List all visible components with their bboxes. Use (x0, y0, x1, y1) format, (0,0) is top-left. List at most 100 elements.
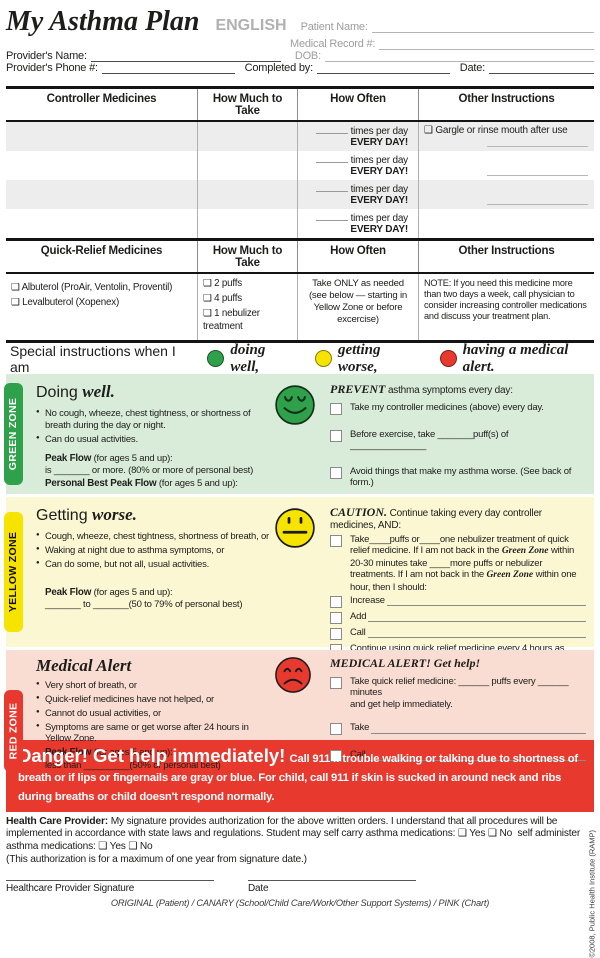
yellow-zone-tab-label: YELLOW ZONE (7, 531, 20, 613)
checkbox[interactable] (330, 595, 342, 608)
how-much-field[interactable] (198, 180, 298, 209)
health-care-provider-label: Health Care Provider: (6, 815, 109, 827)
self-carry-no-checkbox[interactable]: ❑ No (487, 828, 513, 840)
red-bullet-3: Cannot do usual activities, or (36, 708, 274, 720)
gargle-checkbox-option[interactable]: ❑ Gargle or rinse mouth after use (424, 125, 568, 136)
caution-heading: CAUTION. Continue taking every day contr… (330, 505, 586, 532)
date-field[interactable] (489, 62, 595, 74)
times-blank-field[interactable] (315, 212, 348, 221)
times-per-day-label: times per day (350, 184, 409, 195)
neutral-face-icon (275, 508, 315, 548)
checkbox-label: Increase (350, 594, 385, 606)
self-administer-no-checkbox[interactable]: ❑ No (128, 841, 153, 853)
green-zone-right-column: PREVENT asthma symptoms every day: Take … (330, 382, 588, 493)
copyright-notice: ©2008, Public Health Institute (RAMP) (588, 830, 597, 958)
other-write-line[interactable] (486, 204, 588, 205)
self-carry-yes-checkbox[interactable]: ❑ Yes (457, 828, 486, 840)
patient-name-field[interactable] (371, 21, 594, 33)
other-write-line[interactable] (486, 146, 588, 147)
take-write-line[interactable] (371, 724, 586, 734)
green-dot-icon (207, 350, 225, 368)
times-blank-field[interactable] (315, 154, 348, 163)
medicine-name-field[interactable] (6, 180, 198, 209)
medicine-name-field[interactable] (6, 209, 198, 238)
other-write-line[interactable] (486, 175, 588, 176)
special-instructions-legend: Special instructions when I am doing wel… (0, 341, 600, 375)
how-much-field[interactable] (198, 151, 298, 180)
controller-row-3: times per day EVERY DAY! (6, 180, 594, 209)
checkbox[interactable] (330, 429, 342, 442)
other-instructions-cell (419, 151, 594, 180)
two-puffs-checkbox-option[interactable]: ❑ 2 puffs (203, 278, 242, 289)
every-day-label: EVERY DAY! (350, 195, 408, 206)
times-per-day-label: times per day (350, 213, 409, 224)
times-per-day-label: times per day (350, 126, 409, 137)
red-zone-tab: RED ZONE (4, 689, 23, 772)
times-blank-field[interactable] (315, 183, 348, 192)
how-much-field[interactable] (198, 209, 298, 238)
danger-title: Danger! Get help immediately! (18, 744, 286, 766)
checkbox[interactable] (330, 402, 342, 415)
personal-best-line[interactable]: (for ages 5 and up): _______ (45, 477, 238, 502)
times-blank-field[interactable] (315, 125, 348, 134)
medicine-name-field[interactable] (6, 151, 198, 180)
authorization-note: (This authorization is for a maximum of … (6, 853, 307, 865)
completed-by-field[interactable] (316, 62, 450, 74)
how-often-cell: times per day EVERY DAY! (298, 209, 419, 238)
provider-phone-field[interactable] (101, 62, 235, 74)
checkbox[interactable] (330, 534, 342, 547)
controller-row-1: times per day EVERY DAY! ❑ Gargle or rin… (6, 122, 594, 151)
green-zone-tab: GREEN ZONE (4, 382, 23, 485)
col-other-instructions: Other Instructions (458, 245, 555, 257)
quick-relief-header: Quick-Relief Medicines How Much to Take … (6, 241, 594, 274)
provider-name-field[interactable] (90, 50, 281, 62)
green-bullet-2: Can do usual activities. (36, 434, 274, 446)
increase-checkbox-item: Increase (330, 595, 586, 608)
heading-emphasis: worse. (92, 504, 137, 524)
medical-alert-label: having a medical alert. (462, 341, 569, 375)
nebulizer-checkbox-option[interactable]: ❑ 1 nebulizer treatment (203, 308, 260, 332)
controller-medicines-checkbox-item: Take my controller medicines (above) eve… (330, 402, 586, 415)
other-instructions-cell: ❑ Gargle or rinse mouth after use (419, 122, 594, 151)
yellow-bullet-2: Waking at night due to asthma symptoms, … (36, 545, 274, 557)
yellow-zone-tab: YELLOW ZONE (4, 511, 23, 632)
how-much-field[interactable] (198, 122, 298, 151)
other-instructions-cell (419, 180, 594, 209)
personal-best-label: Personal Best Peak Flow (45, 477, 157, 489)
quick-relief-row: ❑ Albuterol (ProAir, Ventolin, Proventil… (6, 274, 594, 340)
checkbox[interactable] (330, 611, 342, 624)
peak-flow-line[interactable]: is _______ or more. (80% or more of pers… (45, 465, 254, 477)
call-write-line[interactable] (367, 628, 586, 639)
checkbox-label: Add (350, 610, 367, 622)
controller-medicines-table: Controller Medicines How Much to Take Ho… (6, 89, 594, 238)
levalbuterol-checkbox-option[interactable]: ❑ Levalbuterol (Xopenex) (11, 297, 120, 309)
provider-phone-label: Provider's Phone #: (6, 62, 98, 74)
peak-flow-line[interactable]: _______ to _______(50 to 79% of personal… (45, 599, 243, 611)
albuterol-checkbox-option[interactable]: ❑ Albuterol (ProAir, Ventolin, Proventil… (11, 282, 173, 293)
date-label: Date: (459, 62, 486, 74)
medicine-name-field[interactable] (6, 122, 198, 151)
green-zone-left-column: Doing well. No cough, wheeze, chest tigh… (36, 382, 274, 503)
signature-area: Healthcare Provider Signature Date (6, 880, 594, 894)
times-per-day-label: times per day (350, 155, 409, 166)
red-zone-heading: Medical Alert (36, 655, 132, 675)
green-zone-ref: Green Zone (486, 570, 534, 581)
col-other-instructions: Other Instructions (458, 93, 555, 105)
self-administer-yes-checkbox[interactable]: ❑ Yes (98, 841, 126, 853)
medical-record-field[interactable] (379, 38, 594, 50)
checkbox[interactable] (330, 466, 342, 479)
checkbox[interactable] (330, 627, 342, 640)
increase-write-line[interactable] (386, 596, 586, 607)
col-quick-relief: Quick-Relief Medicines (6, 241, 198, 272)
col-how-often: How Often (298, 241, 419, 272)
add-write-line[interactable] (368, 612, 586, 623)
four-puffs-checkbox-option[interactable]: ❑ 4 puffs (203, 293, 242, 305)
controller-row-4: times per day EVERY DAY! (6, 209, 594, 238)
take-quick-relief-checkbox-item: Take quick relief medicine: ______ puffs… (330, 676, 586, 710)
provider-authorization: Health Care Provider: My signature provi… (6, 816, 586, 867)
dob-field[interactable] (324, 50, 594, 62)
checkbox[interactable] (330, 723, 342, 736)
peak-flow-ages: (for ages 5 and up): (93, 586, 173, 598)
checkbox[interactable] (330, 676, 342, 689)
dob-label: DOB: (294, 50, 321, 62)
